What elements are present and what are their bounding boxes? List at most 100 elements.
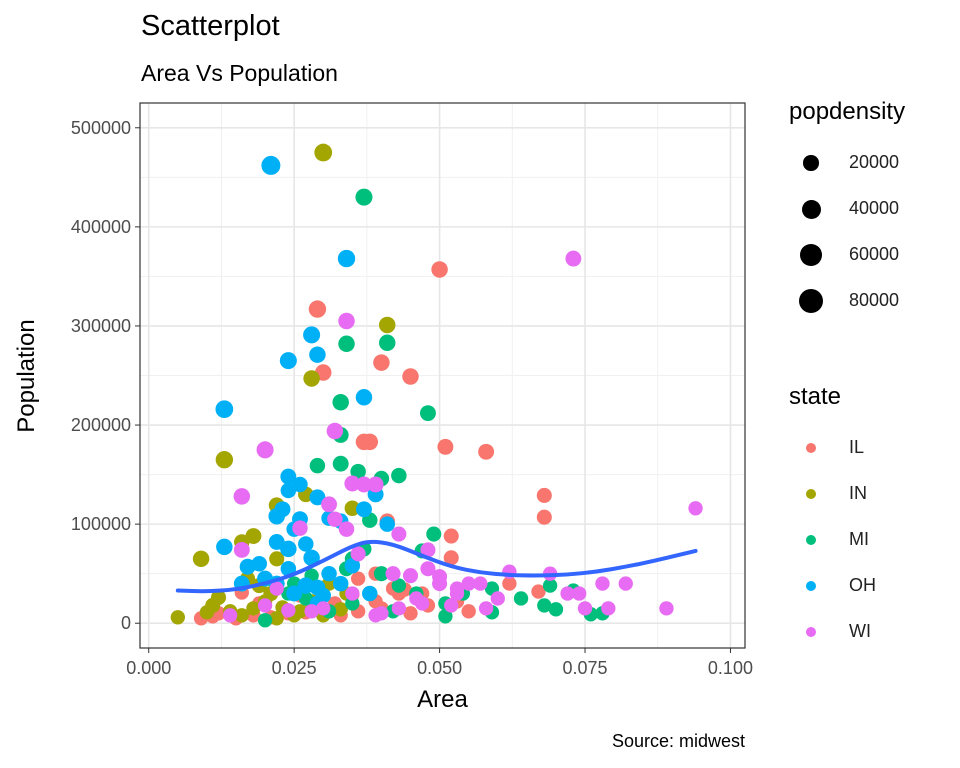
data-point-wi [385,566,401,582]
data-point-in [211,589,227,605]
data-point-mi [391,578,407,593]
data-point-oh [309,346,326,363]
data-point-in [245,528,262,544]
data-point-oh [297,577,315,594]
data-point-in [303,370,320,387]
data-point-il [361,433,379,451]
data-point-il [373,354,390,371]
data-point-mi [298,591,313,606]
size-legend-title: popdensity [789,98,906,125]
data-point-wi [432,576,448,592]
color-legend-title: state [789,383,842,410]
data-point-wi [595,576,610,591]
smooth-trend-line [175,539,698,594]
data-point-mi [426,526,442,542]
x-tick-label: 0.100 [708,658,753,678]
data-point-oh [309,489,326,506]
size-legend-label: 20000 [849,152,900,172]
data-point-oh [279,352,297,370]
data-point-oh [303,549,320,567]
data-point-wi [461,576,476,591]
data-point-oh [332,575,349,592]
data-point-in [234,608,249,623]
data-point-wi [368,608,383,623]
data-point-wi [444,598,459,613]
data-point-wi [233,541,250,558]
data-point-in [170,610,185,625]
data-point-wi [304,604,319,619]
color-legend-key [806,627,816,637]
data-point-il [308,300,327,318]
data-point-wi [391,526,407,542]
plot-border [139,102,746,649]
data-point-oh [280,468,297,485]
data-point-in [378,316,396,334]
data-point-oh [251,556,267,572]
data-point-il [403,606,418,621]
data-point-in [344,500,361,517]
data-point-wi [344,475,361,492]
data-point-mi [391,467,407,484]
x-axis-label: Area [417,686,468,713]
data-point-il [531,584,546,599]
data-point-oh [261,155,281,175]
size-legend-label: 80000 [849,290,900,310]
data-point-wi [449,586,465,601]
y-tick-label: 400000 [71,217,131,237]
data-point-wi [601,601,616,616]
y-tick-label: 0 [121,613,131,633]
data-point-wi [233,488,251,505]
x-tick-label: 0.075 [563,658,608,678]
data-point-oh [321,565,337,582]
data-point-il [402,368,419,385]
data-point-wi [367,476,384,493]
data-point-mi [420,405,436,422]
y-tick-label: 300000 [71,316,131,336]
data-point-oh [280,482,297,499]
size-legend-key [800,244,822,266]
data-point-il [431,261,448,278]
data-point-oh [268,507,285,525]
data-point-wi [618,576,633,591]
data-point-mi [438,609,453,624]
y-tick-label: 500000 [71,118,131,138]
data-point-oh [344,558,361,574]
data-point-in [269,551,285,567]
y-axis-label: Population [13,319,40,433]
data-point-in [269,611,284,626]
data-point-wi [256,441,274,459]
data-point-oh [355,389,373,406]
data-point-mi [542,578,558,593]
data-point-mi [378,334,396,352]
data-point-wi [577,601,593,616]
data-point-oh [337,249,356,268]
data-point-il [478,443,495,460]
data-point-wi [420,542,436,558]
data-point-il [461,604,476,619]
data-point-mi [355,188,373,206]
data-point-oh [356,501,372,518]
data-point-mi [373,566,389,582]
data-point-oh [216,538,233,556]
color-legend-label: IN [849,483,867,503]
data-point-wi [345,586,360,601]
data-point-il [502,576,517,591]
data-point-wi [292,520,308,536]
data-point-in [246,601,261,616]
color-legend-key [806,443,816,453]
chart-caption: Source: midwest [611,731,745,751]
data-point-wi [572,586,587,601]
y-tick-label: 100000 [71,514,131,534]
data-point-in [199,605,215,620]
data-point-wi [565,250,582,267]
data-point-in [333,602,348,617]
data-point-wi [338,521,355,537]
data-point-wi [327,511,343,527]
data-point-wi [269,581,284,596]
data-point-wi [316,601,331,616]
data-point-in [215,451,234,469]
size-legend-key [803,155,819,171]
chart-title: Scatterplot [141,10,280,42]
data-point-wi [478,601,494,616]
data-point-wi [338,312,355,330]
